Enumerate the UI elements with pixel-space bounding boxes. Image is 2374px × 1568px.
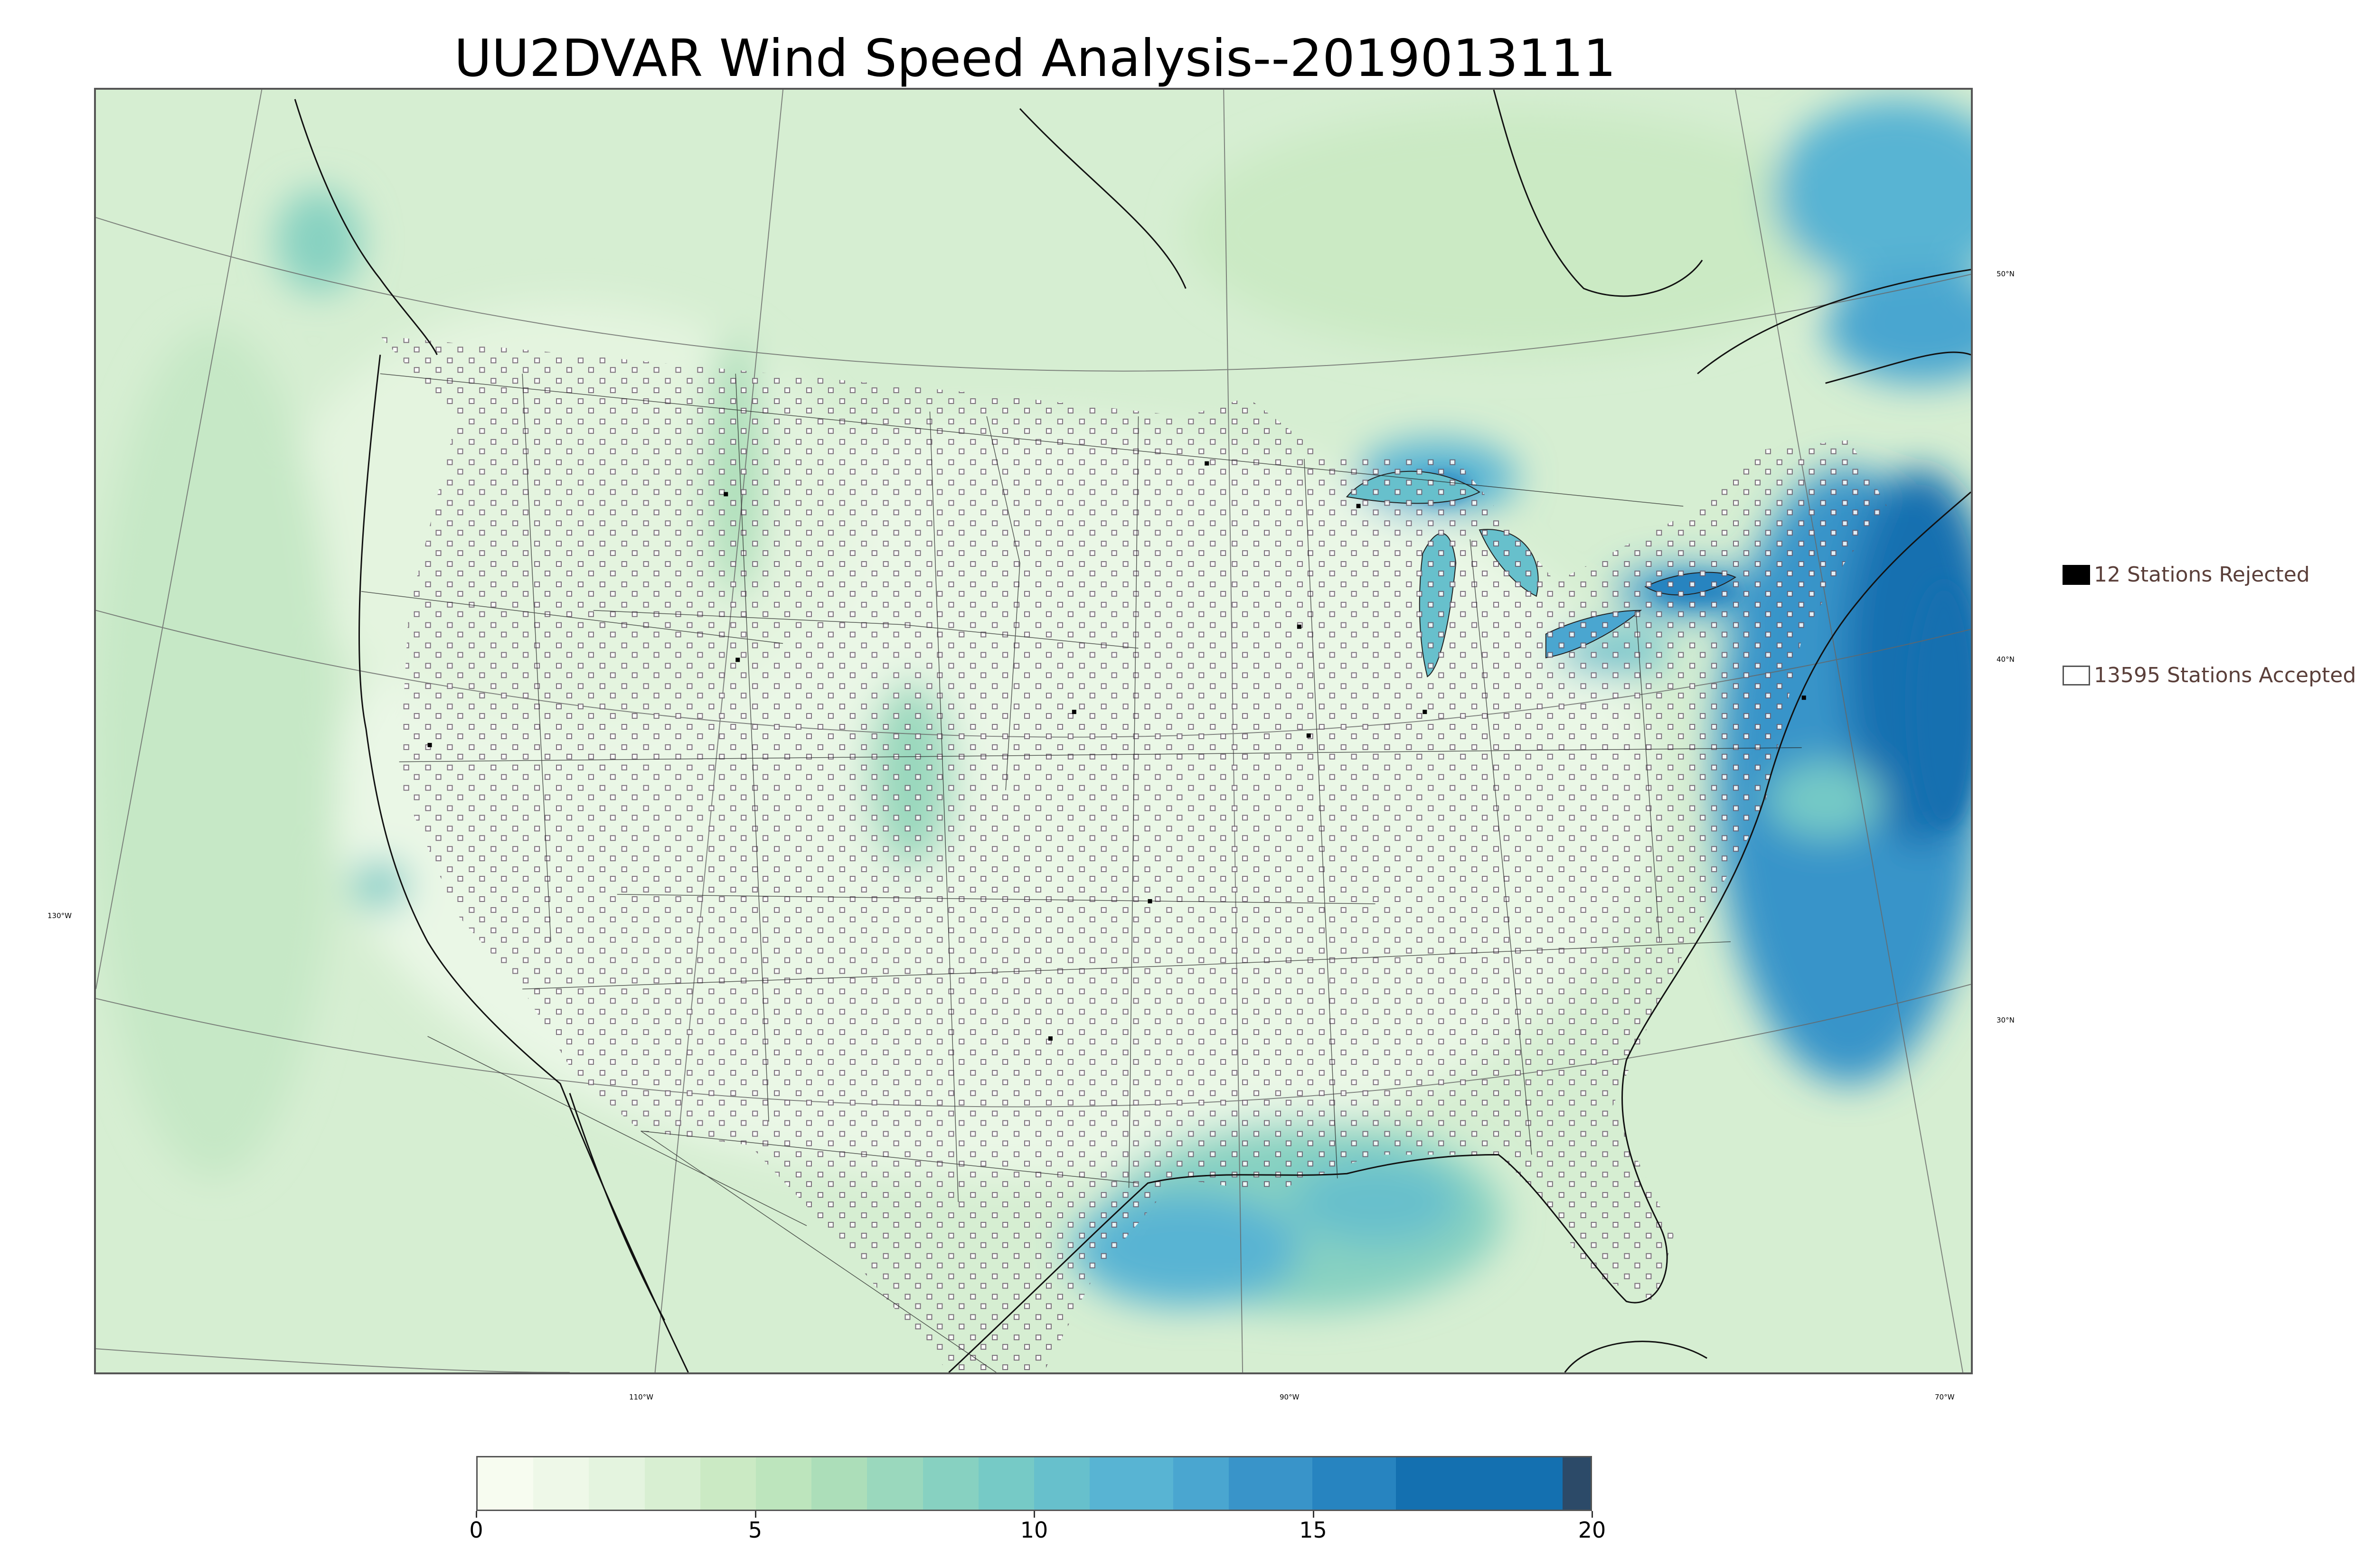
- colorbar-tick-label: 10: [1020, 1517, 1048, 1543]
- colorbar-tick-mark: [1312, 1511, 1314, 1518]
- colorbar-band: [923, 1457, 979, 1510]
- colorbar-band: [589, 1457, 645, 1510]
- colorbar-band: [533, 1457, 589, 1510]
- lat-label-30n: 30°N: [1997, 1016, 2015, 1024]
- colorbar-tick-label: 15: [1299, 1517, 1327, 1543]
- lon-label-110w: 110°W: [629, 1393, 653, 1401]
- colorbar: [476, 1456, 1592, 1511]
- legend-accepted-label: 13595 Stations Accepted: [2094, 663, 2356, 687]
- wind-speed-map[interactable]: [94, 88, 1973, 1374]
- lat-label-40n: 40°N: [1997, 655, 2015, 664]
- colorbar-band: [1563, 1457, 1591, 1510]
- colorbar-band: [867, 1457, 923, 1510]
- colorbar-tick-label: 0: [469, 1517, 483, 1543]
- colorbar-tick-label: 5: [748, 1517, 763, 1543]
- colorbar-band: [1229, 1457, 1312, 1510]
- colorbar-band: [1034, 1457, 1090, 1510]
- colorbar-band: [1395, 1457, 1563, 1510]
- colorbar-band: [978, 1457, 1034, 1510]
- lon-label-90w: 90°W: [1280, 1393, 1300, 1401]
- colorbar-tick-label: 20: [1578, 1517, 1606, 1543]
- colorbar-tick-mark: [1592, 1511, 1593, 1518]
- legend-rejected-label: 12 Stations Rejected: [2094, 563, 2310, 587]
- colorbar-band: [478, 1457, 534, 1510]
- colorbar-band: [755, 1457, 812, 1510]
- colorbar-band: [1090, 1457, 1173, 1510]
- legend-rejected: 12 Stations Rejected: [2063, 563, 2310, 587]
- colorbar-band: [700, 1457, 756, 1510]
- state-borders: [361, 373, 1802, 1372]
- coastlines: [294, 90, 1971, 1372]
- colorbar-tick-mark: [476, 1511, 477, 1518]
- rejected-swatch: [2063, 564, 2090, 585]
- colorbar-band: [1312, 1457, 1396, 1510]
- rejected-stations: [427, 461, 1806, 1041]
- page-title: UU2DVAR Wind Speed Analysis--2019013111: [454, 29, 1616, 88]
- lon-label-130w: 130°W: [47, 911, 72, 920]
- map-canvas: [96, 90, 1971, 1372]
- colorbar-tick-mark: [1034, 1511, 1035, 1518]
- legend-accepted: 13595 Stations Accepted: [2063, 663, 2356, 687]
- colorbar-band: [644, 1457, 700, 1510]
- colorbar-band: [1173, 1457, 1229, 1510]
- colorbar-band: [811, 1457, 867, 1510]
- accepted-swatch: [2063, 665, 2090, 685]
- lat-label-50n: 50°N: [1997, 270, 2015, 278]
- colorbar-tick-mark: [754, 1511, 756, 1518]
- lon-label-70w: 70°W: [1935, 1393, 1955, 1401]
